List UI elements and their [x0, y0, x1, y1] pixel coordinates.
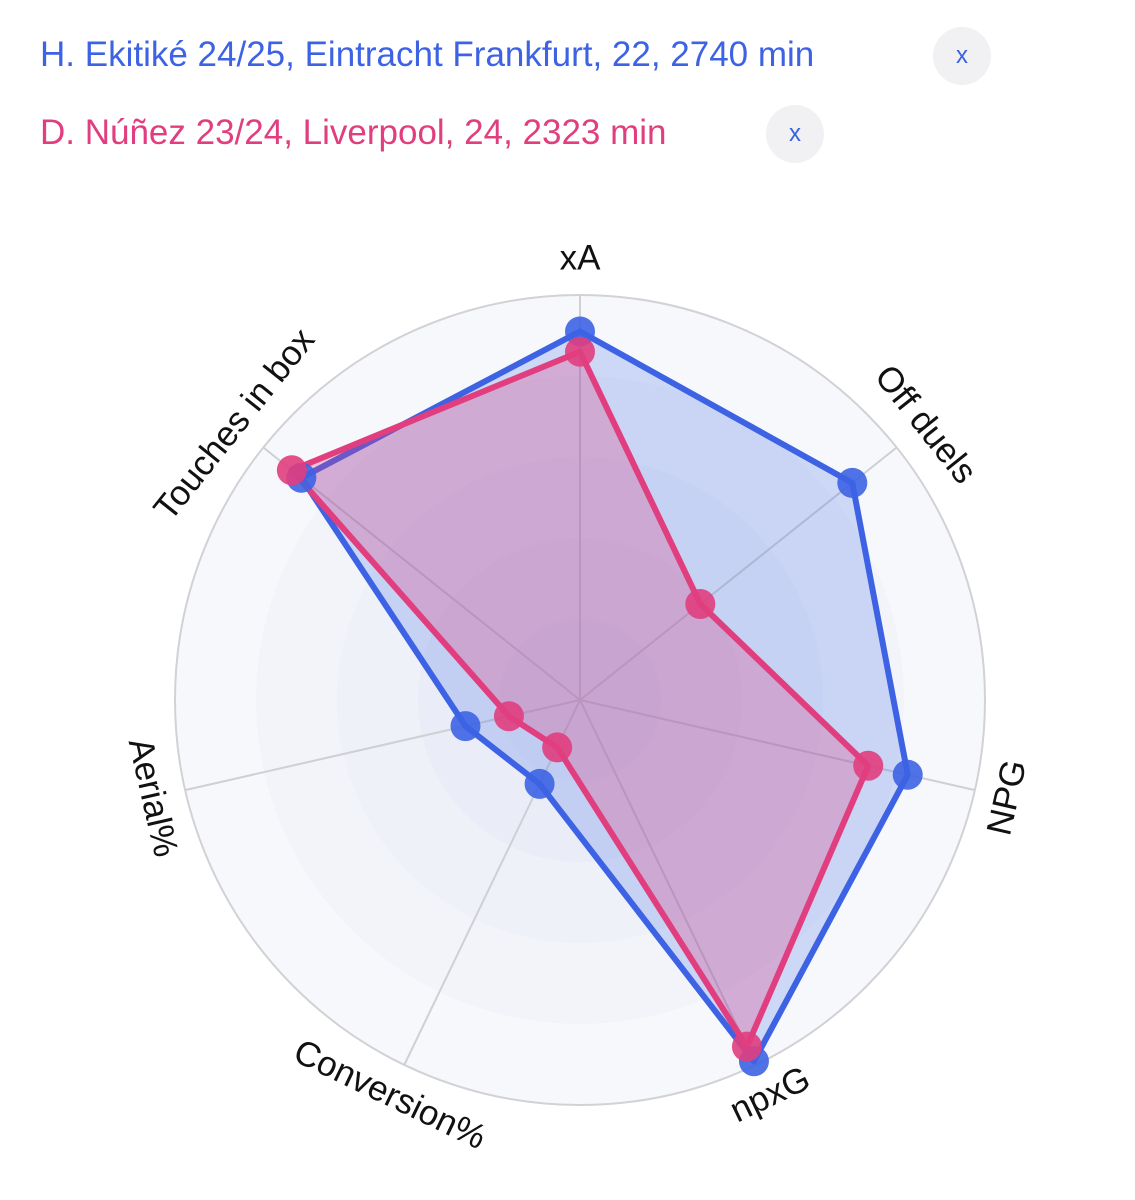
remove-nunez-button[interactable]: x	[766, 105, 824, 163]
legend-entry-nunez: D. Núñez 23/24, Liverpool, 24, 2323 min	[40, 103, 667, 163]
series-0-point-4	[524, 768, 555, 799]
series-1-point-6	[276, 455, 307, 486]
radar-series-areas	[288, 328, 911, 1065]
series-0-point-1	[837, 467, 868, 498]
legend-entry-ekitike: H. Ekitiké 24/25, Eintracht Frankfurt, 2…	[40, 25, 814, 85]
legend-entry-ekitike-label: H. Ekitiké 24/25, Eintracht Frankfurt, 2…	[40, 35, 815, 74]
series-1-area	[288, 348, 872, 1050]
axis-label-2: NPG	[979, 756, 1034, 839]
radar-series-points	[276, 316, 923, 1077]
legend-entry-nunez-label: D. Núñez 23/24, Liverpool, 24, 2323 min	[40, 113, 667, 152]
radar-spoke-3	[579, 699, 757, 1066]
remove-ekitike-button[interactable]: x	[933, 27, 991, 85]
series-1-point-5	[493, 701, 524, 732]
close-icon: x	[789, 120, 801, 147]
radar-spoke-6	[262, 446, 581, 701]
close-icon: x	[956, 42, 968, 69]
series-1-point-1	[685, 589, 716, 620]
series-0-area	[298, 328, 911, 1065]
series-0-point-2	[892, 759, 923, 790]
series-1-point-0	[565, 336, 595, 367]
axis-label-5: Aerial%	[121, 734, 186, 860]
series-1-point-3	[731, 1031, 762, 1062]
series-1-point-2	[853, 750, 884, 781]
series-1-point-4	[542, 732, 573, 763]
series-0-point-5	[450, 711, 481, 742]
axis-label-0: xA	[560, 238, 602, 277]
